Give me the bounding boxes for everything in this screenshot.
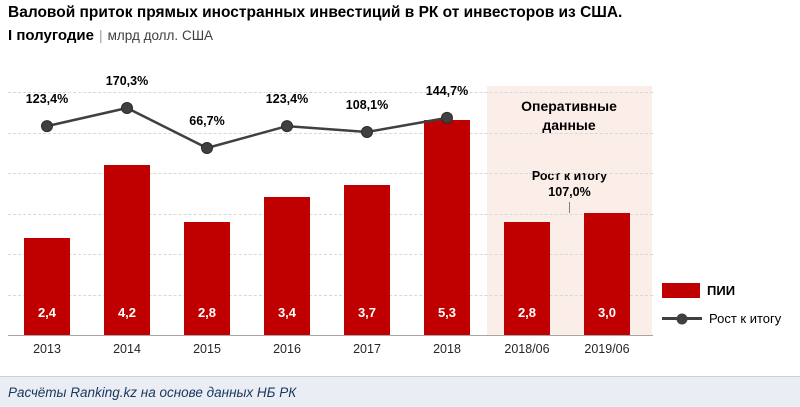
gridline (8, 92, 653, 93)
growth-value-label: 123,4% (265, 92, 309, 107)
x-axis-label: 2014 (113, 342, 141, 356)
growth-point-marker (121, 101, 133, 114)
x-axis-label: 2017 (353, 342, 381, 356)
legend-bar-swatch (662, 283, 700, 298)
growth-value-label: 66,7% (189, 113, 225, 128)
subtitle: I полугодие | млрд долл. США (8, 27, 213, 44)
bar-2019/06 (584, 213, 630, 335)
gridline (8, 294, 653, 296)
growth-point-marker (281, 120, 293, 133)
bar-2018 (424, 120, 470, 335)
growth-point-marker (201, 141, 213, 154)
growth-value-label: 144,7% (425, 83, 469, 98)
gridline (8, 173, 653, 174)
bar-value-label: 3,4 (277, 305, 297, 320)
x-axis-label: 2013 (33, 342, 61, 356)
growth-callout-title: Рост к итогу (531, 169, 608, 183)
bar-2018/06 (504, 222, 550, 335)
bar-2017 (344, 185, 390, 335)
gridline (8, 213, 653, 215)
legend-label-growth: Рост к итогу (709, 311, 782, 326)
x-axis-label: 2018/06 (504, 342, 550, 356)
footer: Расчёты Ranking.kz на основе данных НБ Р… (0, 376, 800, 407)
legend-line-swatch (662, 313, 702, 324)
bar-2013 (24, 238, 70, 335)
source-note: Расчёты Ranking.kz на основе данных НБ Р… (8, 384, 297, 400)
growth-value-label: 108,1% (345, 98, 389, 112)
x-axis-label: 2016 (273, 342, 301, 356)
bar-2016 (264, 197, 310, 335)
gridline (8, 254, 653, 255)
growth-callout-value: 107,0% (548, 185, 591, 199)
bar-value-label: 3,7 (357, 305, 377, 320)
callout-leader-line (569, 202, 570, 213)
bar-2014 (104, 165, 150, 335)
chart-area: Оперативные данные Рост к итогу 107,0% 2… (8, 73, 653, 356)
subtitle-period: I полугодие (8, 27, 94, 44)
bar-value-label: 4,2 (117, 305, 137, 320)
x-axis-label: 2018 (433, 342, 461, 356)
x-axis-line (8, 335, 653, 336)
legend-label-pii: ПИИ (707, 283, 736, 298)
legend-item-pii: ПИИ (662, 283, 796, 298)
legend-item-growth: Рост к итогу (662, 311, 796, 326)
growth-value-label: 170,3% (105, 73, 149, 88)
bar-2015 (184, 222, 230, 335)
x-axis-label: 2019/06 (584, 342, 630, 356)
subtitle-separator: | (98, 27, 103, 43)
bar-value-label: 2,4 (37, 305, 57, 320)
growth-value-label: 123,4% (25, 92, 69, 107)
page-title: Валовой приток прямых иностранных инвест… (8, 4, 623, 21)
bar-value-label: 5,3 (437, 305, 457, 320)
bar-value-label: 2,8 (197, 305, 217, 320)
subtitle-unit: млрд долл. США (107, 28, 214, 43)
operational-data-label: Оперативные данные (521, 98, 617, 133)
bar-value-label: 3,0 (597, 305, 617, 320)
growth-point-marker (41, 120, 53, 133)
legend-dot-icon (676, 313, 688, 324)
growth-callout: Рост к итогу 107,0% (487, 168, 652, 200)
x-axis-label: 2015 (193, 342, 221, 356)
bar-value-label: 2,8 (517, 305, 537, 320)
legend: ПИИ Рост к итогу (662, 283, 796, 326)
gridline (8, 132, 653, 134)
